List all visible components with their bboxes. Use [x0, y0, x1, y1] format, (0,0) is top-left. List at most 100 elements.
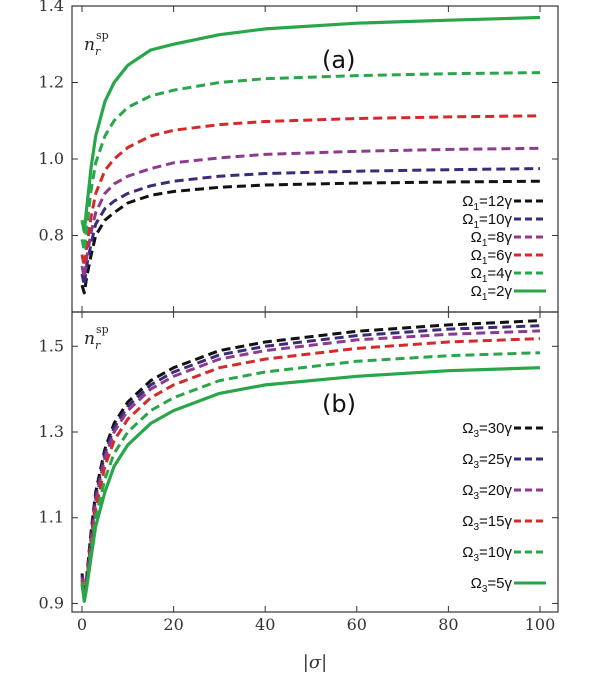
series-line-Ω1=4γ [80, 71, 541, 253]
legend-label-sub: 1 [482, 274, 488, 285]
legend-label-sub: 3 [473, 460, 479, 471]
legend-label-main: Ω [462, 420, 473, 437]
legend-entry: Ω3=15γ [462, 513, 546, 533]
x-axis-tick-labels: 0 20 40 60 80 100 [77, 615, 555, 634]
panel-b-ylabel: n r sp [84, 323, 109, 352]
legend-label-value: =10γ [479, 211, 512, 228]
legend-label-sub: 1 [473, 220, 479, 231]
legend-label-value: =10γ [479, 544, 512, 561]
legend-entry: Ω1=6γ [471, 247, 546, 267]
legend-entry: Ω3=20γ [462, 482, 546, 502]
legend-label-value: =6γ [487, 247, 512, 264]
legend-label-main: Ω [462, 211, 473, 228]
legend-label-sub: 3 [482, 584, 488, 595]
legend-label-main: Ω [462, 451, 473, 468]
legend-label: Ω3=5γ [471, 575, 513, 595]
legend-label-main: Ω [462, 513, 473, 530]
y-tick-label: 1.5 [39, 336, 64, 355]
legend-label-sub: 1 [482, 238, 488, 249]
series-line-Ω1=6γ [80, 114, 541, 268]
legend-label-main: Ω [462, 193, 473, 210]
legend-label: Ω1=12γ [462, 193, 512, 213]
legend-entry: Ω1=2γ [471, 283, 546, 303]
panel-b-ylabel-sup: sp [96, 323, 109, 336]
legend-label-main: Ω [471, 265, 482, 282]
legend-label-value: =30γ [479, 420, 512, 437]
panel-b-series [80, 319, 541, 603]
legend-label-value: =15γ [479, 513, 512, 530]
legend-entry: Ω3=5γ [471, 575, 546, 595]
x-tick-label: 0 [77, 615, 87, 634]
legend-entry: Ω1=4γ [471, 265, 546, 285]
series-line-Ω1=10γ [80, 167, 541, 287]
legend-entry: Ω3=30γ [462, 420, 546, 440]
series-line-Ω1=8γ [80, 146, 541, 280]
legend-label-main: Ω [471, 229, 482, 246]
legend-label-sub: 3 [473, 553, 479, 564]
legend-label: Ω3=10γ [462, 544, 512, 564]
legend-label-sub: 1 [482, 256, 488, 267]
legend-label-value: =20γ [479, 482, 512, 499]
x-tick-label: 80 [438, 615, 458, 634]
legend-label-main: Ω [462, 544, 473, 561]
legend-label: Ω3=30γ [462, 420, 512, 440]
legend-label-value: =25γ [479, 451, 512, 468]
panel-a-label: (a) [322, 46, 355, 74]
y-tick-label: 0.8 [39, 226, 64, 245]
y-tick-label: 1.4 [39, 0, 64, 15]
x-tick-label: 20 [163, 615, 183, 634]
legend-label: Ω1=4γ [471, 265, 513, 285]
legend-label-value: =5γ [487, 575, 512, 592]
panel-b-label: (b) [322, 390, 356, 418]
legend-label: Ω1=6γ [471, 247, 513, 267]
legend-label-sub: 1 [473, 202, 479, 213]
legend-label: Ω3=25γ [462, 451, 512, 471]
legend-label-value: =8γ [487, 229, 512, 246]
y-tick-label: 0.9 [39, 593, 64, 612]
legend-label-sub: 3 [473, 522, 479, 533]
legend-label-sub: 3 [473, 429, 479, 440]
y-tick-label: 1.3 [39, 422, 64, 441]
panel-a-ylabel-sub: r [95, 45, 101, 58]
panel-a-axis-ticks: 0.8 1.0 1.2 1.4 [39, 0, 558, 312]
legend-entry: Ω3=25γ [462, 451, 546, 471]
y-tick-label: 1.0 [39, 149, 64, 168]
legend-label: Ω3=20γ [462, 482, 512, 502]
x-tick-label: 40 [255, 615, 275, 634]
panel-b-ylabel-main: n [84, 329, 95, 349]
panel-b-ylabel-sub: r [95, 339, 101, 352]
series-line-Ω1=2γ [80, 15, 541, 234]
legend-entry: Ω1=8γ [471, 229, 546, 249]
y-tick-label: 1.1 [39, 508, 64, 527]
x-axis-label: |σ| [303, 652, 327, 673]
legend-label-main: Ω [471, 575, 482, 592]
panel-b: 0.91.11.31.5 (b) n r sp Ω3=30γΩ3=25γΩ3=2… [39, 311, 559, 613]
x-tick-label: 60 [347, 615, 367, 634]
panel-b-axis-ticks: 0.9 1.1 1.3 1.5 [39, 312, 558, 612]
legend-label-main: Ω [471, 283, 482, 300]
series-line-Ω3=5γ [80, 366, 541, 603]
legend-label-value: =2γ [487, 283, 512, 300]
legend-label-value: =4γ [487, 265, 512, 282]
legend-label-main: Ω [471, 247, 482, 264]
panel-a: 0.81.01.21.4 (a) n r sp Ω1=12γΩ1=10γΩ1=8… [39, 0, 559, 313]
x-tick-label: 100 [525, 615, 556, 634]
legend-label-main: Ω [462, 482, 473, 499]
panel-a-ylabel-sup: sp [96, 29, 109, 42]
legend-label: Ω1=2γ [471, 283, 513, 303]
panel-a-ylabel-main: n [84, 35, 95, 55]
panel-a-series [80, 15, 541, 295]
panel-b-frame [71, 311, 559, 613]
series-line-Ω1=12γ [80, 179, 541, 295]
legend-label: Ω1=8γ [471, 229, 513, 249]
legend-label-sub: 3 [473, 491, 479, 502]
panel-a-ylabel: n r sp [84, 29, 109, 58]
y-tick-label: 1.2 [39, 73, 64, 92]
legend-label: Ω1=10γ [462, 211, 512, 231]
legend-label: Ω3=15γ [462, 513, 512, 533]
legend-entry: Ω3=10γ [462, 544, 546, 564]
legend-label-sub: 1 [482, 292, 488, 303]
